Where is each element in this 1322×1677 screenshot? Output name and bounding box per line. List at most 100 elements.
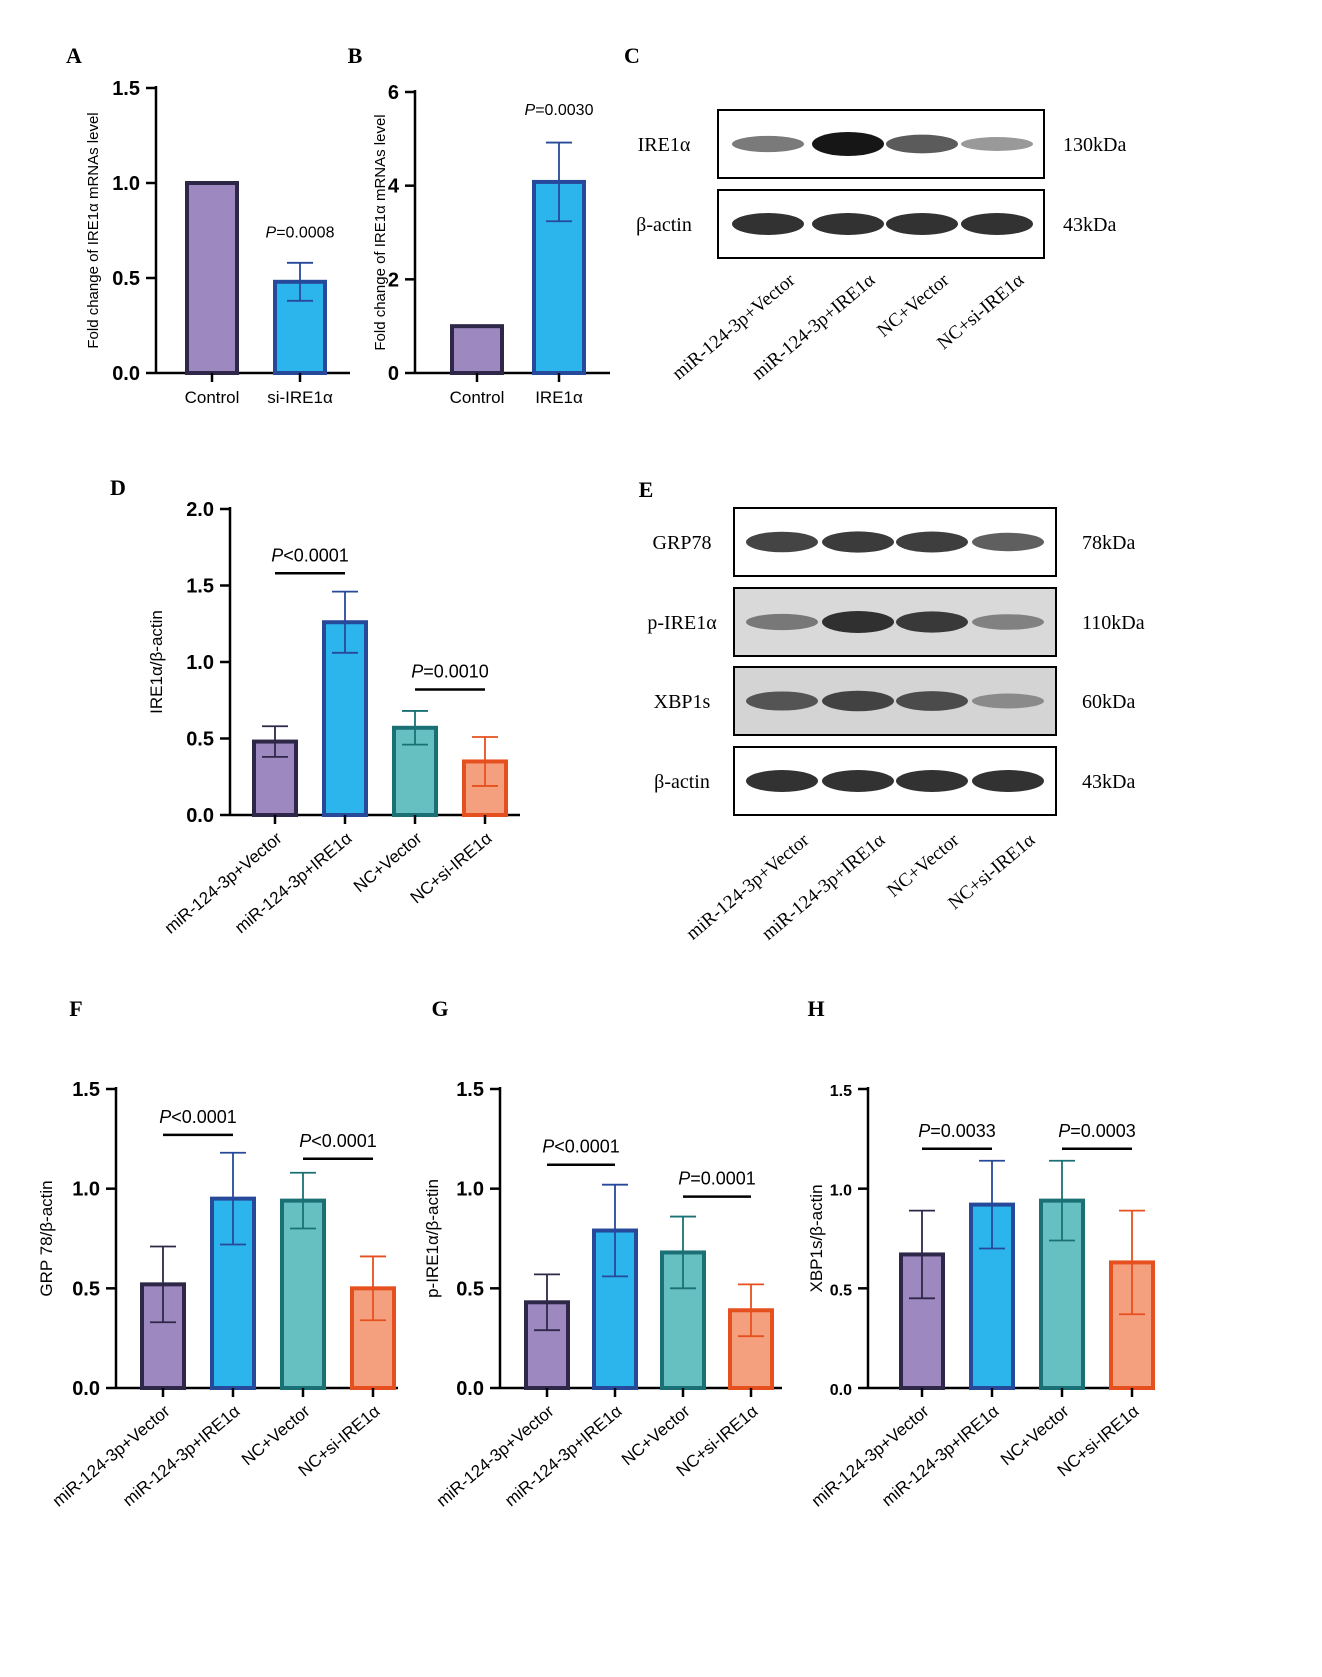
p-value: <0.0001 bbox=[311, 1131, 377, 1151]
p-value-label: P=0.0030 bbox=[525, 102, 594, 119]
p-symbol: P bbox=[678, 1169, 690, 1189]
blot-band bbox=[746, 613, 818, 631]
y-tick-label: 0.0 bbox=[456, 1378, 484, 1400]
y-tick-label: 4 bbox=[388, 176, 400, 198]
y-tick-label: 1.5 bbox=[186, 576, 214, 598]
blot-band bbox=[746, 531, 818, 553]
blot-protein-label: XBP1s bbox=[654, 691, 711, 713]
panel-label: G bbox=[431, 996, 448, 1021]
blot-band bbox=[732, 213, 804, 235]
y-tick-label: 0.5 bbox=[186, 729, 214, 751]
y-axis-label: IRE1α/β-actin bbox=[147, 610, 166, 714]
panel-label: F bbox=[69, 996, 82, 1021]
p-value: =0.0008 bbox=[276, 225, 334, 242]
blot-band bbox=[886, 213, 958, 235]
p-value: =0.0003 bbox=[1070, 1121, 1136, 1141]
p-value-label: P=0.0010 bbox=[411, 662, 489, 682]
y-tick-label: 1.5 bbox=[830, 1083, 852, 1100]
blot-size-label: 130kDa bbox=[1063, 134, 1126, 156]
y-tick-label: 0.5 bbox=[112, 268, 140, 290]
x-tick-label: si-IRE1α bbox=[267, 388, 333, 407]
y-axis-label: XBP1s/β-actin bbox=[807, 1184, 826, 1292]
blot-band bbox=[896, 611, 968, 633]
panel-label: D bbox=[110, 475, 126, 500]
y-tick-label: 0.0 bbox=[186, 805, 214, 827]
x-tick-label: miR-124-3p+IRE1α bbox=[231, 828, 355, 937]
p-value-label: P=0.0003 bbox=[1058, 1121, 1136, 1141]
blot-band bbox=[822, 611, 894, 633]
blot-band bbox=[972, 614, 1044, 630]
chart-panel-b: B 0 2 4 6 Fold change of IRE1α mRNAs level Con… bbox=[348, 43, 610, 407]
blot-band bbox=[961, 137, 1033, 151]
p-value-label: P=0.0001 bbox=[678, 1169, 756, 1189]
x-tick-label: miR-124-3p+Vector bbox=[49, 1401, 174, 1510]
blot-protein-label: GRP78 bbox=[653, 532, 712, 554]
chart-panel-g: G 0.0 0.5 1.0 1.5 p-IRE1α/β-actin miR-124-3p+V… bbox=[423, 996, 782, 1511]
bar-2 bbox=[322, 620, 368, 817]
y-tick-label: 1.5 bbox=[456, 1079, 484, 1101]
blot-protein-label: β-actin bbox=[654, 771, 710, 793]
blot-band bbox=[822, 531, 894, 553]
blot-band bbox=[972, 532, 1044, 552]
p-value-label: P<0.0001 bbox=[542, 1137, 620, 1157]
panel-label: E bbox=[639, 477, 654, 502]
y-tick-label: 1.0 bbox=[830, 1183, 852, 1200]
p-symbol: P bbox=[1058, 1121, 1070, 1141]
y-tick-label: 0.5 bbox=[456, 1278, 484, 1300]
x-tick-label: miR-124-3p+Vector bbox=[161, 828, 286, 937]
x-tick-label: miR-124-3p+Vector bbox=[433, 1401, 558, 1510]
p-symbol: P bbox=[266, 225, 277, 242]
bar-1 bbox=[450, 324, 504, 375]
blot-band bbox=[972, 693, 1044, 709]
blot-size-label: 78kDa bbox=[1082, 532, 1135, 554]
y-tick-label: 0.0 bbox=[112, 363, 140, 385]
y-tick-label: 0.0 bbox=[72, 1378, 100, 1400]
y-tick-label: 1.0 bbox=[112, 173, 140, 195]
panel-label: H bbox=[807, 996, 824, 1021]
p-value: =0.0030 bbox=[535, 102, 593, 119]
blot-band bbox=[896, 691, 968, 711]
blot-band bbox=[961, 213, 1033, 235]
y-tick-label: 0.5 bbox=[72, 1278, 100, 1300]
y-tick-label: 1.0 bbox=[186, 652, 214, 674]
western-blot-e: E GRP78 78kDa p-IRE1α 110kDa XBP1s 60kDa β-acti… bbox=[639, 477, 1145, 945]
chart-panel-h: H 0.0 0.5 1.0 1.5 XBP1s/β-actin miR-124-3p+Vec… bbox=[807, 996, 1155, 1511]
panel-label: C bbox=[624, 43, 640, 68]
p-value: =0.0001 bbox=[690, 1169, 756, 1189]
p-value-label: P=0.0008 bbox=[266, 225, 335, 242]
x-tick-label: Control bbox=[185, 388, 240, 407]
blot-band bbox=[896, 770, 968, 792]
y-tick-label: 0.5 bbox=[830, 1282, 852, 1299]
x-tick-label: miR-124-3p+Vector bbox=[808, 1401, 933, 1510]
y-tick-label: 1.0 bbox=[456, 1179, 484, 1201]
y-tick-label: 2.0 bbox=[186, 499, 214, 521]
blot-protein-label: IRE1α bbox=[638, 134, 691, 156]
blot-size-label: 43kDa bbox=[1063, 214, 1116, 236]
bar-3 bbox=[280, 1198, 326, 1391]
p-symbol: P bbox=[411, 662, 423, 682]
chart-panel-d: D 0.0 0.5 1.0 1.5 2.0 IRE1α/β-actin miR-124-3p+… bbox=[110, 475, 520, 938]
blot-protein-label: β-actin bbox=[636, 214, 692, 236]
blot-band bbox=[896, 531, 968, 553]
p-symbol: P bbox=[159, 1107, 171, 1127]
y-tick-label: 1.0 bbox=[72, 1179, 100, 1201]
y-tick-label: 6 bbox=[388, 82, 399, 104]
chart-panel-f: F 0.0 0.5 1.0 1.5 GRP 78/β-actin miR-124-3p+Ve… bbox=[37, 996, 398, 1511]
blot-size-label: 60kDa bbox=[1082, 691, 1135, 713]
p-value-label: P<0.0001 bbox=[271, 545, 349, 565]
x-tick-label: miR-124-3p+IRE1α bbox=[119, 1401, 243, 1510]
x-tick-label: miR-124-3p+IRE1α bbox=[878, 1401, 1002, 1510]
p-symbol: P bbox=[542, 1137, 554, 1157]
bar-1 bbox=[185, 181, 239, 375]
p-symbol: P bbox=[918, 1121, 930, 1141]
y-tick-label: 1.5 bbox=[72, 1079, 100, 1101]
p-value: <0.0001 bbox=[283, 545, 349, 565]
blot-size-label: 43kDa bbox=[1082, 771, 1135, 793]
blot-lane-label: miR-124-3p+Vector bbox=[682, 829, 813, 944]
blot-band bbox=[812, 213, 884, 235]
y-tick-label: 2 bbox=[388, 269, 399, 291]
p-value: =0.0033 bbox=[930, 1121, 996, 1141]
